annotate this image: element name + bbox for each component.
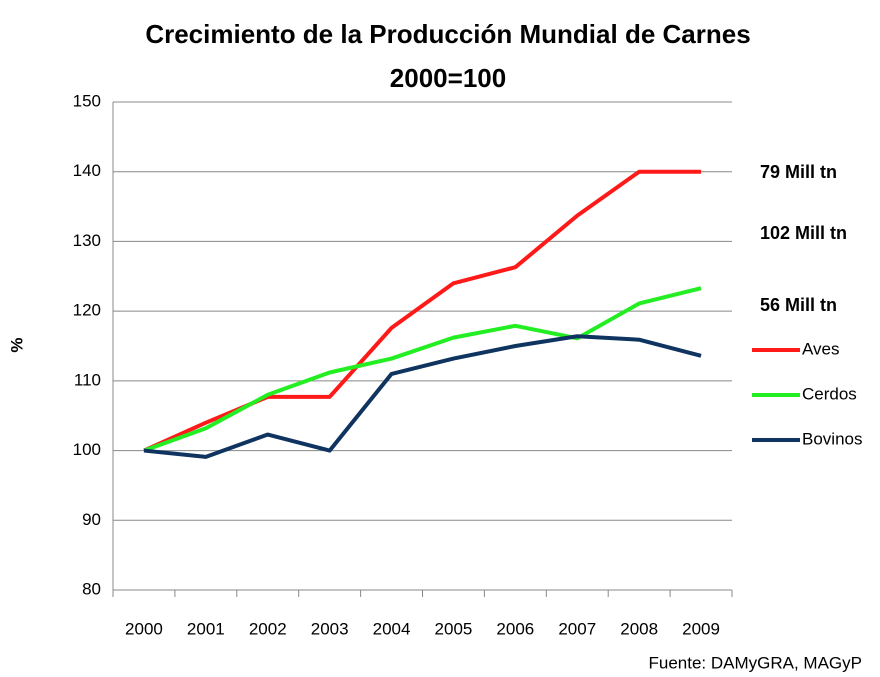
x-tick-label: 2006 (496, 619, 534, 638)
source: Fuente: DAMyGRA, MAGyP (649, 653, 863, 672)
x-tick-label: 2007 (558, 619, 596, 638)
annotation: 79 Mill tn (760, 162, 837, 182)
x-tick-label: 2008 (620, 619, 658, 638)
y-tick-label: 80 (82, 579, 101, 598)
x-tick-label: 2009 (682, 619, 720, 638)
y-tick-label: 110 (74, 370, 101, 389)
y-axis-label: % (7, 337, 26, 352)
legend-label: Bovinos (802, 429, 862, 448)
legend-label: Cerdos (802, 384, 857, 403)
y-tick-label: 100 (73, 440, 101, 459)
y-tick-label: 90 (82, 510, 101, 529)
series-line (143, 286, 702, 453)
series-line (143, 334, 702, 459)
chart-title: Crecimiento de la Producción Mundial de … (145, 19, 750, 49)
x-tick-label: 2003 (311, 619, 349, 638)
y-tick-label: 150 (73, 91, 101, 110)
annotation: 56 Mill tn (760, 295, 837, 315)
annotation: 102 Mill tn (760, 223, 847, 243)
x-tick-label: 2005 (435, 619, 473, 638)
x-tick-label: 2004 (373, 619, 411, 638)
x-tick-label: 2000 (125, 619, 163, 638)
y-tick-label: 140 (73, 161, 101, 180)
legend-label: Aves (802, 339, 840, 358)
y-tick-label: 130 (73, 231, 101, 250)
x-tick-label: 2002 (249, 619, 287, 638)
chart-subtitle: 2000=100 (390, 63, 506, 93)
x-tick-label: 2001 (187, 619, 225, 638)
y-tick-label: 120 (73, 301, 101, 320)
